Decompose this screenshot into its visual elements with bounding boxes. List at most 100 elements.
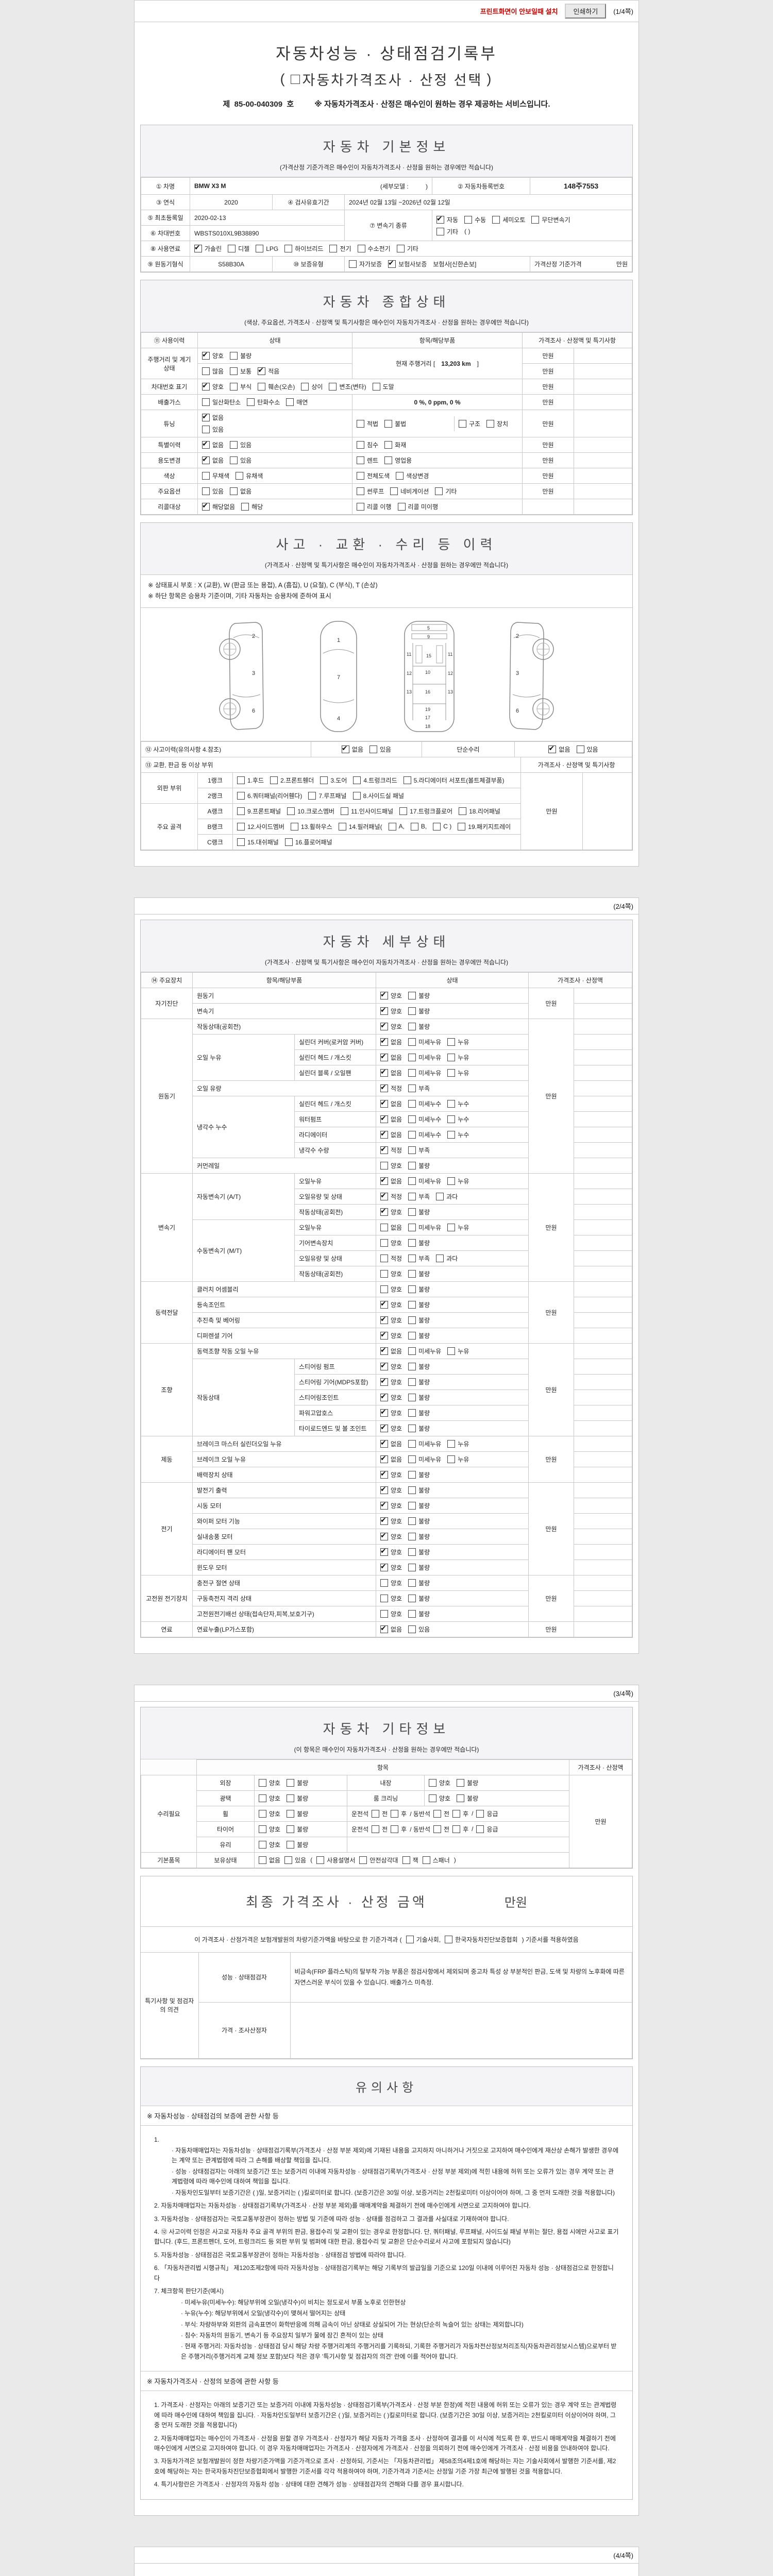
unchecked-checkbox-icon[interactable] [202,487,210,495]
checkbox-option[interactable]: 없음 [380,1129,402,1139]
checkbox-option[interactable]: 보험사보증 [388,259,427,268]
checkbox-option[interactable]: 12.사이드멤버 [237,822,284,831]
checkbox-option[interactable]: 있음 [576,745,598,754]
checkbox-option[interactable]: 양호 [202,350,224,360]
unchecked-checkbox-icon[interactable] [408,1609,416,1618]
unchecked-checkbox-icon[interactable] [380,1609,389,1618]
unchecked-checkbox-icon[interactable] [341,807,349,815]
unchecked-checkbox-icon[interactable] [433,1825,442,1833]
unchecked-checkbox-icon[interactable] [486,419,495,428]
checkbox-option[interactable]: 11.인사이드패널 [341,807,393,816]
checkbox-option[interactable]: 14.필러패널( [338,822,382,831]
unchecked-checkbox-icon[interactable] [406,1935,414,1943]
checkbox-option[interactable]: 디젤 [228,244,249,253]
checked-checkbox-icon[interactable] [388,259,396,268]
unchecked-checkbox-icon[interactable] [408,1007,416,1015]
checkbox-option[interactable]: 자동차가격조사 · 산정 선택 [290,69,483,89]
unchecked-checkbox-icon[interactable] [447,1223,456,1231]
checkbox-option[interactable]: 과다 [436,1254,458,1263]
unchecked-checkbox-icon[interactable] [228,245,236,252]
checkbox-option[interactable]: 불량 [408,1378,430,1386]
checkbox-option[interactable]: 후 [391,1825,407,1834]
checkbox-option[interactable]: LPG [256,245,278,252]
unchecked-checkbox-icon[interactable] [408,1146,416,1154]
unchecked-checkbox-icon[interactable] [433,822,441,831]
checkbox-option[interactable]: 양호 [380,1579,402,1587]
unchecked-checkbox-icon[interactable] [408,1223,416,1231]
checkbox-option[interactable]: 부족 [408,1192,430,1201]
checkbox-option[interactable]: 없음 [202,455,224,465]
unchecked-checkbox-icon[interactable] [447,1347,456,1355]
unchecked-checkbox-icon[interactable] [329,383,337,391]
checkbox-option[interactable]: 없음 [380,1114,402,1124]
checked-checkbox-icon[interactable] [380,1438,389,1448]
checkbox-option[interactable]: 불량 [408,1424,430,1433]
checkbox-option[interactable]: 과다 [436,1192,458,1201]
checkbox-option[interactable]: 미세누수 [408,1130,441,1139]
unchecked-checkbox-icon[interactable] [369,745,377,753]
unchecked-checkbox-icon[interactable] [287,1778,295,1787]
unchecked-checkbox-icon[interactable] [329,245,338,252]
checked-checkbox-icon[interactable] [380,1315,389,1324]
unchecked-checkbox-icon[interactable] [408,1254,416,1262]
unchecked-checkbox-icon[interactable] [476,1809,484,1818]
unchecked-checkbox-icon[interactable] [576,745,584,753]
checkbox-option[interactable]: 불법 [384,419,406,428]
checkbox-option[interactable]: 응급 [476,1809,498,1818]
unchecked-checkbox-icon[interactable] [447,1053,456,1061]
checkbox-option[interactable]: 구조 [458,419,480,428]
unchecked-checkbox-icon[interactable] [380,1269,389,1278]
checked-checkbox-icon[interactable] [380,1346,389,1355]
unchecked-checkbox-icon[interactable] [408,1084,416,1092]
checkbox-option[interactable]: 있음 [202,487,224,496]
checkbox-option[interactable]: 누유 [447,1053,469,1062]
unchecked-checkbox-icon[interactable] [357,487,364,495]
unchecked-checkbox-icon[interactable] [408,1161,416,1170]
checkbox-option[interactable]: 훼손(오손) [258,382,295,391]
unchecked-checkbox-icon[interactable] [457,1778,465,1787]
checkbox-option[interactable]: 없음 [230,487,251,496]
checkbox-option[interactable]: 13.휠하우스 [290,822,332,831]
checkbox-option[interactable]: 불량 [408,1532,430,1541]
unchecked-checkbox-icon[interactable] [408,1038,416,1046]
unchecked-checkbox-icon[interactable] [259,1840,266,1849]
checkbox-option[interactable]: 양호 [380,1531,402,1541]
checked-checkbox-icon[interactable] [380,1207,389,1216]
checkbox-option[interactable]: 불량 [408,1316,430,1325]
unchecked-checkbox-icon[interactable] [384,441,393,449]
checked-checkbox-icon[interactable] [380,1021,389,1030]
checkbox-option[interactable]: 누유 [447,1223,469,1232]
unchecked-checkbox-icon[interactable] [230,383,238,391]
checkbox-option[interactable]: 불량 [408,1579,430,1587]
checkbox-option[interactable]: 15.대쉬패널 [237,838,279,846]
unchecked-checkbox-icon[interactable] [445,1935,453,1943]
checkbox-option[interactable]: 없음 [380,1223,402,1232]
unchecked-checkbox-icon[interactable] [287,1840,295,1849]
checkbox-option[interactable]: 불량 [408,1300,430,1309]
checkbox-option[interactable]: 적정 [380,1191,402,1201]
checkbox-option[interactable]: 있음 [202,425,224,434]
unchecked-checkbox-icon[interactable] [384,456,393,464]
unchecked-checkbox-icon[interactable] [408,1022,416,1030]
checkbox-option[interactable]: A, [388,822,405,831]
unchecked-checkbox-icon[interactable] [380,1161,389,1170]
checkbox-option[interactable]: 불량 [408,1362,430,1371]
checkbox-option[interactable]: 양호 [259,1778,280,1787]
checkbox-option[interactable]: 없음 [380,1176,402,1185]
checked-checkbox-icon[interactable] [380,1469,389,1479]
unchecked-checkbox-icon[interactable] [338,822,346,831]
unchecked-checkbox-icon[interactable] [397,503,406,511]
unchecked-checkbox-icon[interactable] [247,398,255,406]
checkbox-option[interactable]: 불량 [408,1285,430,1294]
checkbox-option[interactable]: 불량 [457,1794,478,1803]
checkbox-option[interactable]: 불량 [287,1840,308,1849]
checkbox-option[interactable]: 미세누유 [408,1223,441,1232]
unchecked-checkbox-icon[interactable] [408,1424,416,1432]
unchecked-checkbox-icon[interactable] [408,1594,416,1602]
checked-checkbox-icon[interactable] [548,744,557,753]
unchecked-checkbox-icon[interactable] [202,398,210,406]
unchecked-checkbox-icon[interactable] [384,419,393,428]
checkbox-option[interactable]: 양호 [380,1423,402,1433]
checkbox-option[interactable]: 스패너 [422,1856,450,1865]
unchecked-checkbox-icon[interactable] [301,383,309,391]
